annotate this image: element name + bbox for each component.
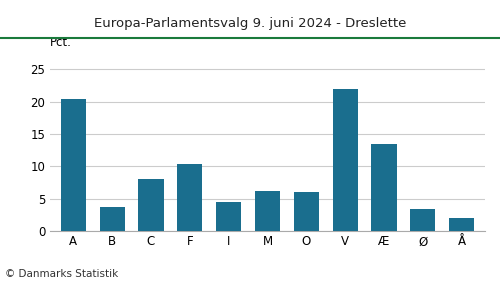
Bar <box>138 179 164 231</box>
Bar <box>372 144 396 231</box>
Text: Pct.: Pct. <box>50 36 72 49</box>
Text: © Danmarks Statistik: © Danmarks Statistik <box>5 269 118 279</box>
Bar <box>294 192 319 231</box>
Bar <box>449 218 474 231</box>
Bar <box>100 207 125 231</box>
Bar <box>177 164 203 231</box>
Bar <box>60 99 86 231</box>
Bar <box>332 89 358 231</box>
Bar <box>216 202 242 231</box>
Text: Europa-Parlamentsvalg 9. juni 2024 - Dreslette: Europa-Parlamentsvalg 9. juni 2024 - Dre… <box>94 17 406 30</box>
Bar <box>255 191 280 231</box>
Bar <box>410 209 436 231</box>
